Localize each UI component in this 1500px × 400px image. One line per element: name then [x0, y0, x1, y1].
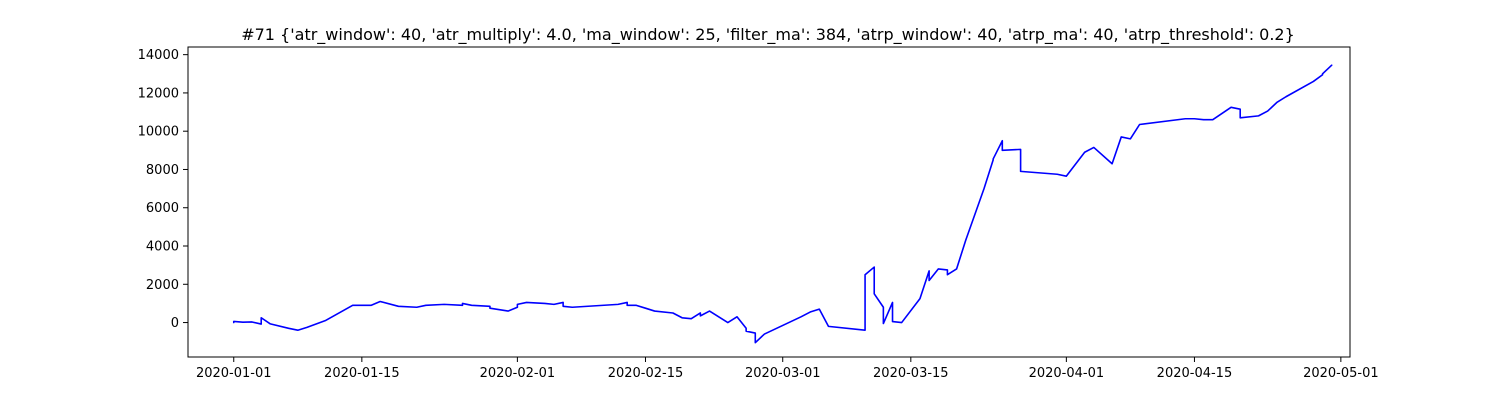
y-tick-label: 6000 — [146, 201, 179, 216]
plot-area: 2020-01-01 2020-01-15 2020-02-01 2020-02-15… — [138, 46, 1379, 381]
y-tick-label: 12000 — [138, 86, 179, 101]
plot-frame — [187, 46, 1351, 358]
y-tick-label: 8000 — [146, 163, 179, 178]
x-tick-label: 2020-02-15 — [608, 366, 684, 381]
x-tick-label: 2020-01-15 — [324, 366, 400, 381]
y-tick-label: 4000 — [146, 240, 179, 255]
y-tick-label: 10000 — [138, 125, 179, 140]
x-tick-label: 2020-04-15 — [1157, 366, 1233, 381]
y-tick-label: 0 — [171, 316, 179, 331]
chart-title: #71 {'atr_window': 40, 'atr_multiply': 4… — [241, 25, 1295, 45]
series-line-0 — [232, 64, 1333, 344]
x-tick-label: 2020-01-01 — [196, 366, 272, 381]
x-tick-label: 2020-04-01 — [1029, 366, 1105, 381]
x-tick-label: 2020-03-01 — [745, 366, 821, 381]
y-tick-label: 14000 — [138, 48, 179, 63]
x-tick-label: 2020-02-01 — [480, 366, 556, 381]
x-tick-label: 2020-03-15 — [873, 366, 949, 381]
y-tick-label: 2000 — [146, 278, 179, 293]
x-tick-label: 2020-05-01 — [1303, 366, 1379, 381]
